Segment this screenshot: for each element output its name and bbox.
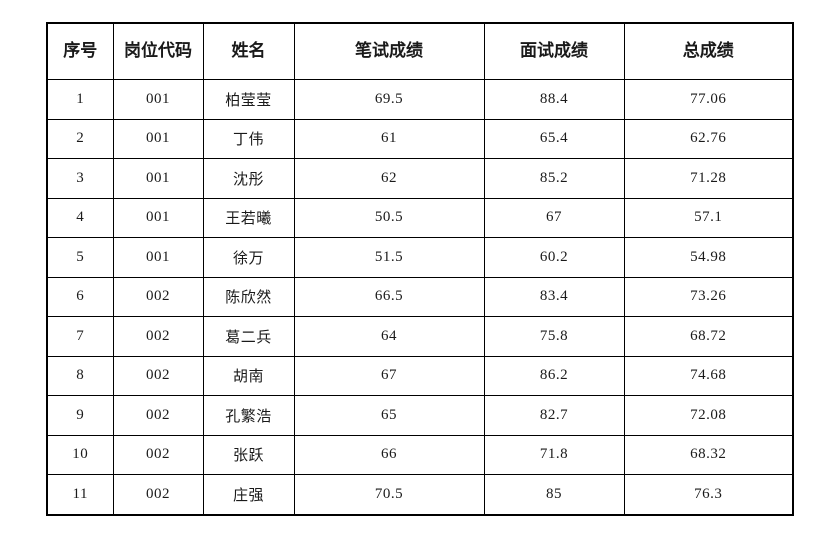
cell-interview-score: 82.7 bbox=[483, 395, 625, 436]
cell-index: 2 bbox=[46, 118, 114, 159]
col-header-index: 序号 bbox=[46, 22, 114, 80]
score-table: 序号 岗位代码 姓名 笔试成绩 面试成绩 总成绩 1 001 柏莹莹 69.5 88.4… bbox=[46, 22, 794, 516]
table-row: 1 001 柏莹莹 69.5 88.4 77.06 bbox=[46, 79, 794, 120]
header-row: 序号 岗位代码 姓名 笔试成绩 面试成绩 总成绩 bbox=[46, 22, 794, 80]
cell-total-score: 62.76 bbox=[623, 118, 794, 159]
cell-index: 6 bbox=[46, 276, 114, 317]
cell-total-score: 57.1 bbox=[623, 197, 794, 238]
cell-position-code: 002 bbox=[112, 276, 204, 317]
cell-name: 沈彤 bbox=[202, 158, 295, 199]
cell-written-score: 66.5 bbox=[293, 276, 485, 317]
cell-index: 3 bbox=[46, 158, 114, 199]
cell-interview-score: 60.2 bbox=[483, 237, 625, 278]
cell-index: 11 bbox=[46, 474, 114, 515]
cell-total-score: 71.28 bbox=[623, 158, 794, 199]
cell-interview-score: 65.4 bbox=[483, 118, 625, 159]
cell-position-code: 002 bbox=[112, 395, 204, 436]
table-row: 5 001 徐万 51.5 60.2 54.98 bbox=[46, 237, 794, 278]
cell-name: 张跃 bbox=[202, 434, 295, 475]
col-header-total-score: 总成绩 bbox=[623, 22, 794, 80]
cell-total-score: 77.06 bbox=[623, 79, 794, 120]
col-header-interview-score: 面试成绩 bbox=[483, 22, 625, 80]
col-header-name: 姓名 bbox=[202, 22, 295, 80]
cell-written-score: 62 bbox=[293, 158, 485, 199]
cell-written-score: 51.5 bbox=[293, 237, 485, 278]
table-row: 9 002 孔繁浩 65 82.7 72.08 bbox=[46, 395, 794, 436]
cell-interview-score: 71.8 bbox=[483, 434, 625, 475]
col-header-position-code: 岗位代码 bbox=[112, 22, 204, 80]
cell-total-score: 74.68 bbox=[623, 355, 794, 396]
table-row: 11 002 庄强 70.5 85 76.3 bbox=[46, 474, 794, 515]
cell-index: 5 bbox=[46, 237, 114, 278]
cell-name: 丁伟 bbox=[202, 118, 295, 159]
cell-index: 1 bbox=[46, 79, 114, 120]
cell-position-code: 001 bbox=[112, 158, 204, 199]
cell-index: 8 bbox=[46, 355, 114, 396]
table-row: 6 002 陈欣然 66.5 83.4 73.26 bbox=[46, 276, 794, 317]
cell-interview-score: 85 bbox=[483, 474, 625, 515]
cell-total-score: 72.08 bbox=[623, 395, 794, 436]
cell-total-score: 68.72 bbox=[623, 316, 794, 357]
cell-written-score: 69.5 bbox=[293, 79, 485, 120]
cell-position-code: 002 bbox=[112, 434, 204, 475]
cell-interview-score: 83.4 bbox=[483, 276, 625, 317]
cell-index: 4 bbox=[46, 197, 114, 238]
cell-written-score: 70.5 bbox=[293, 474, 485, 515]
table-row: 3 001 沈彤 62 85.2 71.28 bbox=[46, 158, 794, 199]
cell-name: 徐万 bbox=[202, 237, 295, 278]
table-row: 10 002 张跃 66 71.8 68.32 bbox=[46, 434, 794, 475]
cell-total-score: 68.32 bbox=[623, 434, 794, 475]
table-row: 4 001 王若曦 50.5 67 57.1 bbox=[46, 197, 794, 238]
cell-interview-score: 86.2 bbox=[483, 355, 625, 396]
cell-interview-score: 75.8 bbox=[483, 316, 625, 357]
cell-interview-score: 67 bbox=[483, 197, 625, 238]
table-body: 1 001 柏莹莹 69.5 88.4 77.06 2 001 丁伟 61 65.4 62.76 3 00… bbox=[46, 79, 794, 515]
cell-position-code: 002 bbox=[112, 474, 204, 515]
cell-written-score: 64 bbox=[293, 316, 485, 357]
table-row: 2 001 丁伟 61 65.4 62.76 bbox=[46, 118, 794, 159]
cell-written-score: 50.5 bbox=[293, 197, 485, 238]
cell-position-code: 001 bbox=[112, 237, 204, 278]
table-header: 序号 岗位代码 姓名 笔试成绩 面试成绩 总成绩 bbox=[46, 22, 794, 80]
cell-name: 胡南 bbox=[202, 355, 295, 396]
cell-total-score: 54.98 bbox=[623, 237, 794, 278]
cell-position-code: 002 bbox=[112, 316, 204, 357]
cell-position-code: 001 bbox=[112, 118, 204, 159]
cell-position-code: 002 bbox=[112, 355, 204, 396]
cell-position-code: 001 bbox=[112, 197, 204, 238]
cell-name: 葛二兵 bbox=[202, 316, 295, 357]
cell-written-score: 66 bbox=[293, 434, 485, 475]
cell-index: 10 bbox=[46, 434, 114, 475]
col-header-written-score: 笔试成绩 bbox=[293, 22, 485, 80]
cell-written-score: 61 bbox=[293, 118, 485, 159]
cell-name: 庄强 bbox=[202, 474, 295, 515]
cell-written-score: 67 bbox=[293, 355, 485, 396]
cell-name: 孔繁浩 bbox=[202, 395, 295, 436]
cell-index: 9 bbox=[46, 395, 114, 436]
cell-name: 陈欣然 bbox=[202, 276, 295, 317]
cell-name: 王若曦 bbox=[202, 197, 295, 238]
cell-index: 7 bbox=[46, 316, 114, 357]
cell-written-score: 65 bbox=[293, 395, 485, 436]
cell-name: 柏莹莹 bbox=[202, 79, 295, 120]
cell-position-code: 001 bbox=[112, 79, 204, 120]
cell-total-score: 76.3 bbox=[623, 474, 794, 515]
cell-interview-score: 88.4 bbox=[483, 79, 625, 120]
cell-total-score: 73.26 bbox=[623, 276, 794, 317]
table-row: 8 002 胡南 67 86.2 74.68 bbox=[46, 355, 794, 396]
cell-interview-score: 85.2 bbox=[483, 158, 625, 199]
table-row: 7 002 葛二兵 64 75.8 68.72 bbox=[46, 316, 794, 357]
